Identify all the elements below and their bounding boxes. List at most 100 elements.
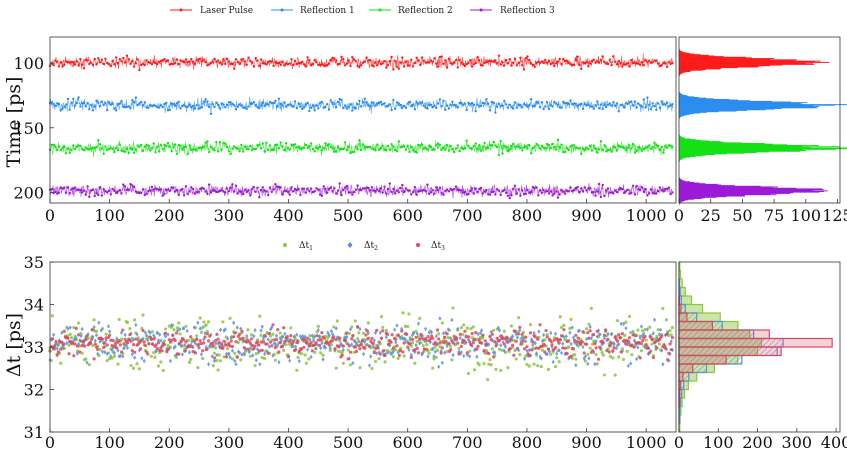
data-point	[432, 357, 436, 361]
data-point	[617, 59, 620, 63]
data-point	[89, 189, 93, 192]
data-point	[248, 341, 252, 345]
data-point	[183, 349, 187, 353]
data-point	[624, 102, 628, 105]
data-point	[139, 347, 143, 351]
data-point	[175, 102, 179, 105]
data-point	[595, 334, 599, 339]
data-point	[211, 103, 214, 106]
data-point	[288, 342, 292, 346]
data-point	[508, 103, 511, 107]
data-point	[360, 188, 363, 192]
data-point	[435, 62, 438, 65]
data-point	[580, 340, 584, 344]
data-point	[240, 143, 243, 147]
data-point	[338, 182, 341, 185]
histogram-bar	[679, 49, 680, 51]
data-point	[115, 56, 118, 59]
data-point	[270, 60, 273, 63]
data-point	[663, 346, 667, 350]
data-point	[514, 339, 518, 343]
data-point	[134, 62, 138, 65]
data-point	[417, 59, 420, 62]
data-point	[620, 347, 624, 351]
data-point	[283, 339, 287, 344]
data-point	[202, 145, 205, 148]
data-point	[125, 54, 129, 57]
data-point	[326, 103, 329, 106]
histogram-bar	[679, 159, 680, 161]
data-point	[188, 103, 191, 106]
data-point	[50, 314, 54, 318]
data-point	[274, 333, 279, 339]
data-point	[628, 144, 631, 147]
data-point	[349, 103, 352, 106]
data-point	[57, 65, 61, 68]
data-point	[242, 150, 245, 153]
data-point	[454, 104, 458, 107]
data-point	[131, 148, 134, 151]
data-point	[435, 144, 438, 147]
data-point	[449, 344, 453, 348]
data-point	[477, 363, 481, 367]
data-point	[129, 182, 132, 186]
data-point	[258, 144, 261, 147]
data-point	[121, 328, 125, 332]
legend-dt1-main: Δt	[299, 241, 309, 251]
data-point	[347, 191, 350, 194]
data-point	[216, 150, 220, 153]
data-point	[91, 188, 95, 192]
data-point	[488, 193, 492, 196]
data-point	[517, 332, 521, 336]
data-point	[89, 103, 93, 107]
data-point	[406, 345, 410, 349]
data-point	[594, 353, 598, 357]
data-point	[572, 144, 576, 147]
data-point	[117, 338, 121, 343]
data-point	[326, 144, 329, 147]
data-point	[172, 62, 175, 66]
data-point	[112, 354, 116, 358]
data-point	[497, 338, 502, 342]
histogram-bar	[679, 150, 801, 152]
data-point	[138, 145, 141, 148]
data-point	[365, 101, 368, 104]
data-point	[93, 342, 97, 346]
data-point	[394, 148, 397, 152]
data-point	[278, 331, 282, 335]
data-point	[372, 65, 375, 68]
data-point	[179, 189, 182, 192]
histogram-bar	[679, 154, 707, 156]
data-point	[91, 109, 95, 112]
data-point	[542, 146, 545, 149]
data-point	[465, 326, 469, 330]
data-point	[544, 190, 547, 193]
data-point	[458, 101, 461, 105]
data-point	[66, 336, 70, 340]
data-point	[487, 60, 490, 63]
data-point	[575, 340, 579, 344]
data-point	[387, 342, 391, 346]
data-point	[648, 103, 651, 107]
data-point	[547, 107, 551, 111]
data-point	[607, 350, 611, 354]
data-point	[467, 144, 470, 147]
data-point	[129, 147, 132, 150]
data-point	[57, 191, 61, 194]
data-point	[140, 356, 144, 361]
data-point	[193, 351, 198, 355]
histogram-bar	[679, 61, 830, 63]
data-point	[658, 65, 662, 68]
data-point	[104, 101, 107, 105]
data-point	[390, 143, 393, 146]
x-tick-label: 200	[154, 433, 185, 452]
data-point	[82, 67, 86, 70]
data-point	[396, 356, 400, 361]
data-point	[156, 341, 161, 345]
data-point	[254, 103, 257, 107]
data-point	[610, 332, 614, 337]
data-point	[208, 105, 211, 109]
data-point	[345, 62, 349, 65]
data-point	[585, 104, 588, 107]
data-point	[72, 97, 75, 101]
